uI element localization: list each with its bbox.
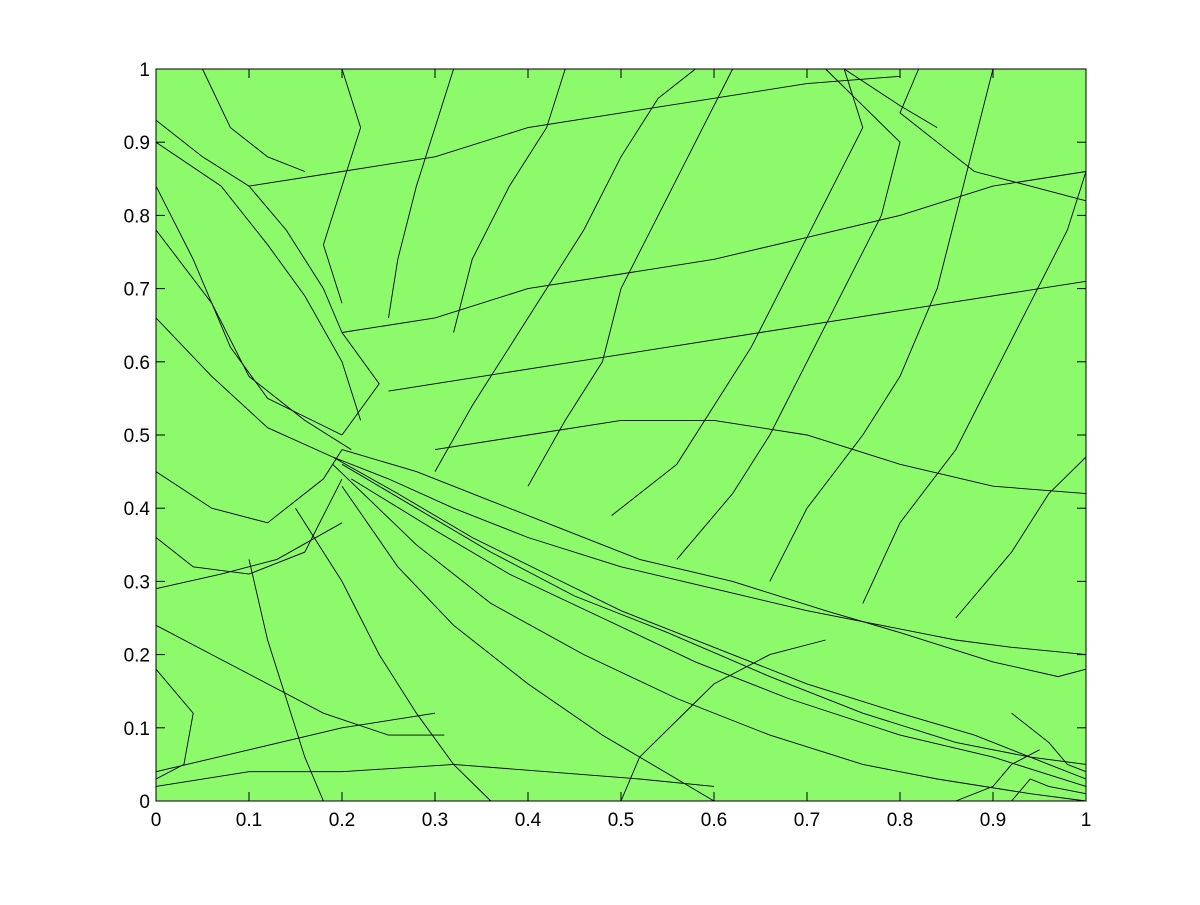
mesh-edge-33	[322, 68, 362, 304]
mesh-edge-28	[341, 171, 1087, 333]
mesh-edge-6	[155, 478, 343, 575]
mesh-edge-29	[248, 75, 901, 187]
x-tick-label: 0.2	[329, 810, 355, 831]
x-tick-label: 0.8	[887, 810, 913, 831]
x-tick-label: 0.1	[236, 810, 262, 831]
mesh-edge-21	[611, 68, 864, 516]
mesh-edge-40	[955, 749, 1040, 802]
x-tick-label: 0.9	[980, 810, 1006, 831]
y-tick-label: 0.8	[124, 206, 150, 227]
y-tick-label: 0.4	[124, 499, 151, 520]
mesh-edge-1	[155, 141, 362, 421]
y-tick-label: 0.3	[124, 572, 150, 593]
mesh-edge-3	[155, 229, 352, 450]
y-tick-label: 0.1	[124, 719, 150, 740]
mesh-edge-23	[769, 68, 994, 582]
x-tick-label: 1	[1081, 810, 1092, 831]
mesh-edge-0	[155, 119, 380, 436]
mesh-edge-32	[202, 68, 305, 172]
mesh-edge-37	[843, 68, 938, 128]
mesh-edge-8	[332, 456, 1087, 656]
mesh-edge-19	[155, 712, 436, 773]
y-tick-label: 0.2	[124, 646, 150, 667]
mesh-edge-27	[527, 68, 734, 487]
mesh-edge-22	[676, 68, 901, 560]
mesh-edge-11	[341, 463, 1087, 765]
mesh-edge-4	[155, 317, 333, 458]
mesh-edge-13	[332, 463, 1087, 802]
mesh-edge-20	[155, 763, 715, 787]
y-tick-label: 0.7	[124, 280, 150, 301]
mesh-layer	[155, 68, 1087, 802]
x-tick-label: 0.4	[515, 810, 542, 831]
mesh-edge-38	[1011, 712, 1087, 773]
y-tick-label: 0.6	[124, 353, 150, 374]
x-tick-label: 0.7	[794, 810, 820, 831]
mesh-edge-9	[341, 449, 1087, 678]
mesh-edge-12	[351, 478, 1087, 787]
mesh-edge-17	[155, 624, 445, 736]
mesh-edge-34	[388, 68, 455, 318]
y-tick-label: 0.5	[124, 426, 150, 447]
y-tick-label: 0.9	[124, 133, 150, 154]
mesh-edge-5	[155, 449, 343, 524]
mesh-edge-39	[1011, 778, 1087, 802]
x-tick-label: 0.5	[608, 810, 634, 831]
mesh-edge-30	[388, 280, 1087, 392]
mesh-edge-31	[434, 419, 1087, 495]
plot-area	[156, 69, 1086, 801]
x-axis: 0 0.1 0.2 0.3 0.4 0.5 0.6 0.7 0.8 0.9 1	[151, 69, 1092, 831]
mesh-edge-14	[341, 485, 715, 802]
y-tick-label: 0	[139, 792, 150, 813]
mesh-edge-25	[955, 456, 1087, 619]
mesh-edge-35	[453, 68, 566, 333]
mesh-edge-36	[899, 68, 1087, 202]
mesh-edge-41	[620, 639, 826, 802]
mesh-edge-7	[155, 522, 343, 590]
mesh-edge-18	[155, 668, 194, 780]
x-tick-label: 0.6	[701, 810, 727, 831]
mesh-edge-24	[862, 171, 1087, 604]
x-tick-label: 0	[151, 810, 162, 831]
mesh-edge-10	[332, 456, 1087, 780]
mesh-edge-15	[295, 507, 492, 802]
y-tick-label: 1	[139, 60, 150, 81]
y-axis: 0 0.1 0.2 0.3 0.4 0.5 0.6 0.7 0.8 0.9 1	[124, 60, 1086, 813]
x-tick-label: 0.3	[422, 810, 448, 831]
